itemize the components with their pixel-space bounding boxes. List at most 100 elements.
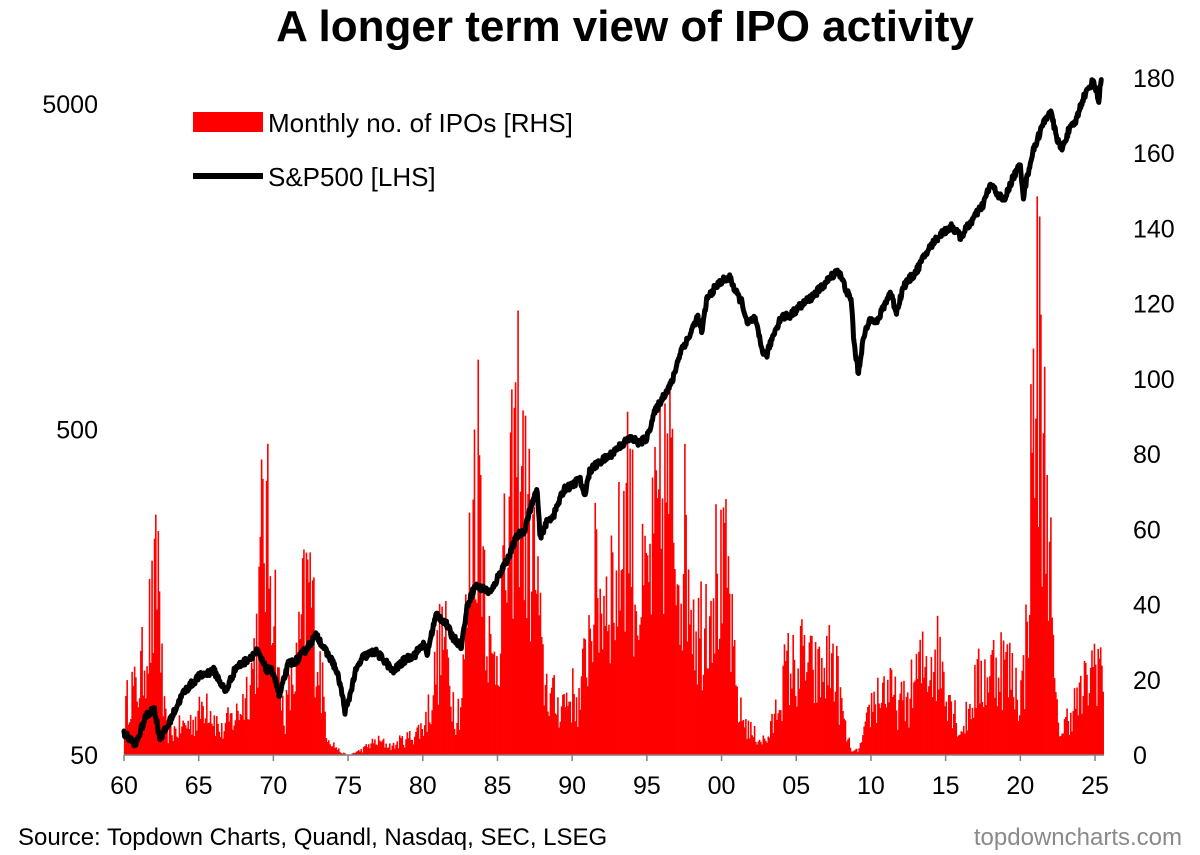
ipo-bar bbox=[326, 742, 329, 755]
ipo-bar bbox=[901, 700, 904, 755]
ipo-bar bbox=[535, 593, 538, 755]
ipo-bar bbox=[351, 753, 354, 755]
ipo-bar bbox=[1087, 705, 1090, 755]
ipo-bar bbox=[235, 703, 238, 755]
ipo-bar bbox=[458, 729, 461, 755]
ipo-bar bbox=[955, 723, 958, 755]
right-tick-label: 0 bbox=[1133, 742, 1147, 770]
ipo-bar bbox=[255, 613, 258, 755]
ipo-bar bbox=[389, 743, 391, 755]
ipo-bar bbox=[416, 727, 419, 755]
ipo-bar bbox=[742, 720, 745, 755]
ipo-bar bbox=[827, 685, 829, 755]
ipo-bar bbox=[732, 646, 735, 755]
ipo-bar bbox=[1010, 689, 1012, 755]
ipo-bar bbox=[516, 477, 518, 755]
ipo-bar bbox=[1077, 715, 1080, 755]
ipo-bar bbox=[722, 507, 725, 755]
ipo-bar bbox=[623, 490, 625, 755]
ipo-bar bbox=[938, 689, 940, 755]
ipo-bar bbox=[518, 587, 521, 755]
ipo-bar bbox=[199, 718, 202, 755]
x-tick-label: 25 bbox=[1081, 772, 1109, 800]
ipo-bar bbox=[869, 727, 872, 755]
ipo-bar bbox=[604, 625, 607, 755]
ipo-bar bbox=[450, 706, 452, 755]
ipo-bar bbox=[814, 642, 817, 755]
ipo-bar bbox=[835, 645, 838, 755]
ipo-bar bbox=[690, 609, 692, 755]
ipo-bar bbox=[667, 514, 670, 755]
ipo-bar bbox=[161, 643, 163, 755]
ipo-bar bbox=[639, 624, 641, 755]
ipo-bar bbox=[291, 684, 294, 755]
ipo-bar bbox=[426, 731, 428, 755]
ipo-bar bbox=[311, 580, 314, 755]
ipo-bar bbox=[730, 672, 732, 755]
ipo-bar bbox=[619, 610, 621, 755]
ipo-bar bbox=[1011, 652, 1014, 755]
ipo-bar bbox=[242, 694, 244, 755]
ipo-bar bbox=[843, 718, 846, 755]
ipo-bar bbox=[557, 697, 559, 755]
ipo-bar bbox=[925, 656, 928, 755]
ipo-bar bbox=[842, 711, 844, 755]
ipo-bar bbox=[224, 722, 227, 755]
ipo-bar bbox=[1016, 699, 1019, 755]
ipo-bar bbox=[405, 739, 407, 755]
ipo-bar bbox=[684, 443, 686, 755]
ipo-bar bbox=[590, 641, 593, 755]
ipo-bar bbox=[924, 666, 926, 755]
ipo-bar bbox=[1017, 721, 1020, 755]
ipo-bar bbox=[371, 738, 374, 755]
ipo-bar bbox=[469, 599, 472, 755]
ipo-bar bbox=[855, 748, 858, 755]
ipo-bar bbox=[323, 696, 325, 755]
ipo-bar bbox=[319, 651, 321, 755]
ipo-bar bbox=[1074, 708, 1077, 755]
ipo-bar bbox=[974, 664, 976, 755]
ipo-bar bbox=[1043, 366, 1046, 755]
ipo-bar bbox=[217, 723, 219, 755]
ipo-bar bbox=[716, 573, 719, 755]
ipo-bar bbox=[248, 719, 250, 755]
ipo-bar bbox=[172, 741, 175, 755]
ipo-bar bbox=[646, 555, 649, 755]
ipo-bar bbox=[1092, 667, 1095, 755]
ipo-bar bbox=[441, 606, 443, 755]
ipo-bar bbox=[152, 653, 155, 755]
ipo-bar bbox=[533, 507, 536, 755]
right-tick-label: 160 bbox=[1133, 140, 1175, 168]
ipo-bar bbox=[435, 684, 437, 755]
ipo-bar bbox=[499, 653, 502, 755]
ipo-bar bbox=[183, 722, 186, 755]
ipo-bar bbox=[789, 673, 792, 755]
ipo-bar bbox=[1078, 682, 1081, 755]
ipo-bar bbox=[691, 654, 694, 755]
ipo-bar bbox=[824, 698, 827, 755]
ipo-bar bbox=[534, 589, 537, 755]
ipo-bar bbox=[211, 723, 213, 755]
ipo-bar bbox=[723, 522, 726, 755]
ipo-bar bbox=[756, 744, 758, 755]
ipo-bar bbox=[438, 603, 441, 755]
ipo-bar bbox=[979, 703, 981, 755]
ipo-bar bbox=[374, 739, 376, 755]
ipo-bar bbox=[677, 585, 680, 755]
ipo-bar bbox=[681, 650, 684, 755]
ipo-bar bbox=[514, 382, 517, 755]
ipo-bar bbox=[558, 727, 560, 755]
ipo-bar bbox=[725, 499, 727, 755]
ipo-bar bbox=[829, 688, 832, 755]
ipo-bar bbox=[504, 590, 507, 755]
ipo-bar bbox=[1018, 715, 1021, 755]
ipo-bar bbox=[929, 680, 931, 755]
ipo-bar bbox=[1005, 652, 1007, 755]
ipo-bar bbox=[396, 741, 399, 755]
ipo-bar bbox=[656, 498, 659, 755]
ipo-bar bbox=[498, 686, 501, 755]
ipo-bar bbox=[765, 740, 767, 755]
ipo-bar bbox=[290, 659, 293, 755]
ipo-bar bbox=[995, 657, 997, 755]
ipo-bar bbox=[513, 407, 516, 755]
